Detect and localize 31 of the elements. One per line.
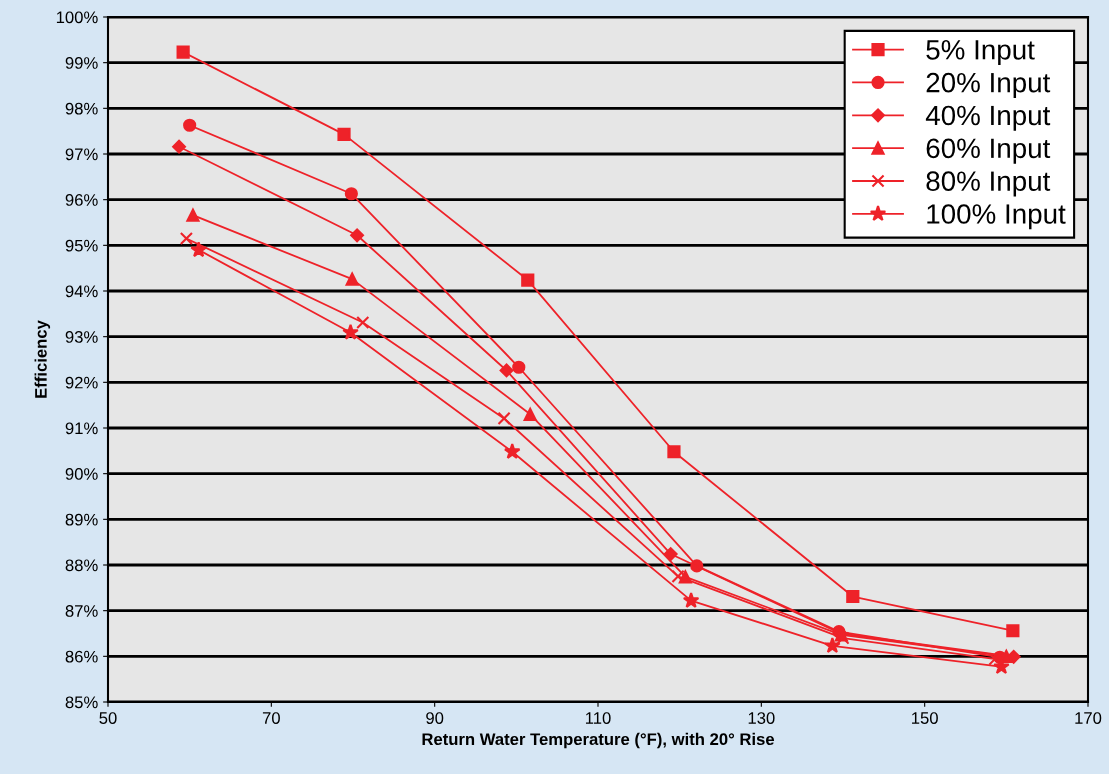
y-tick-label: 89% [65,513,98,526]
y-tick-label: 90% [65,468,98,480]
y-tick-label: 85% [65,696,98,709]
y-tick-label: 99% [65,57,98,69]
y-tick-label: 94% [65,285,98,298]
y-tick-label: 95% [65,239,98,252]
x-axis-title: Return Water Temperature (°F), with 20° Rise [422,732,775,749]
legend-label: 80% Input [926,171,1051,197]
legend-label: 20% Input [926,72,1051,98]
y-tick-label: 91% [65,422,98,435]
y-tick-label: 88% [65,559,98,572]
legend-label: 5% Input [926,40,1035,66]
y-tick-label: 100% [56,11,98,24]
legend-label: 40% Input [925,105,1051,131]
legend-label: 100% Input [927,204,1066,230]
y-tick-label: 98% [65,102,98,115]
y-axis-title: Efficiency [34,320,51,398]
x-tick-label: 90 [426,712,444,724]
legend-label: 60% Input [926,138,1051,164]
y-tick-label: 93% [65,331,98,343]
x-tick-label: 70 [262,712,280,724]
x-tick-label: 170 [1075,712,1102,724]
y-tick-label: 97% [65,148,98,161]
y-tick-label: 87% [65,605,98,617]
x-tick-label: 50 [99,712,117,724]
x-tick-label: 110 [585,712,611,724]
y-tick-label: 86% [65,650,98,663]
x-tick-label: 130 [748,712,775,724]
x-tick-label: 150 [912,712,938,724]
y-tick-label: 96% [65,194,98,206]
y-tick-label: 92% [65,376,98,389]
